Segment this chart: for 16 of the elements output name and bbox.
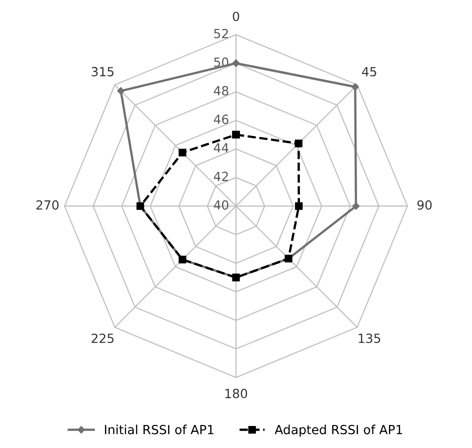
spoke-label: 135 (358, 334, 380, 344)
spoke-label: 225 (92, 334, 114, 344)
y-tick-label: 52 (214, 28, 228, 38)
legend-label: Initial RSSI of AP1 (104, 424, 214, 434)
y-tick-label: 48 (214, 86, 228, 96)
spoke-label: 315 (92, 66, 114, 76)
spoke-label: 45 (362, 67, 376, 76)
y-tick-label: 46 (214, 114, 228, 124)
legend-label: Adapted RSSI of AP1 (274, 424, 402, 437)
y-tick-label: 42 (214, 172, 228, 181)
spoke-label: 270 (36, 200, 59, 210)
spoke-label: 180 (225, 388, 248, 398)
y-tick-label: 40 (214, 200, 228, 210)
y-tick-label: 44 (214, 143, 228, 152)
spoke-label: 0 (232, 12, 240, 22)
spoke-label: 90 (417, 200, 432, 210)
